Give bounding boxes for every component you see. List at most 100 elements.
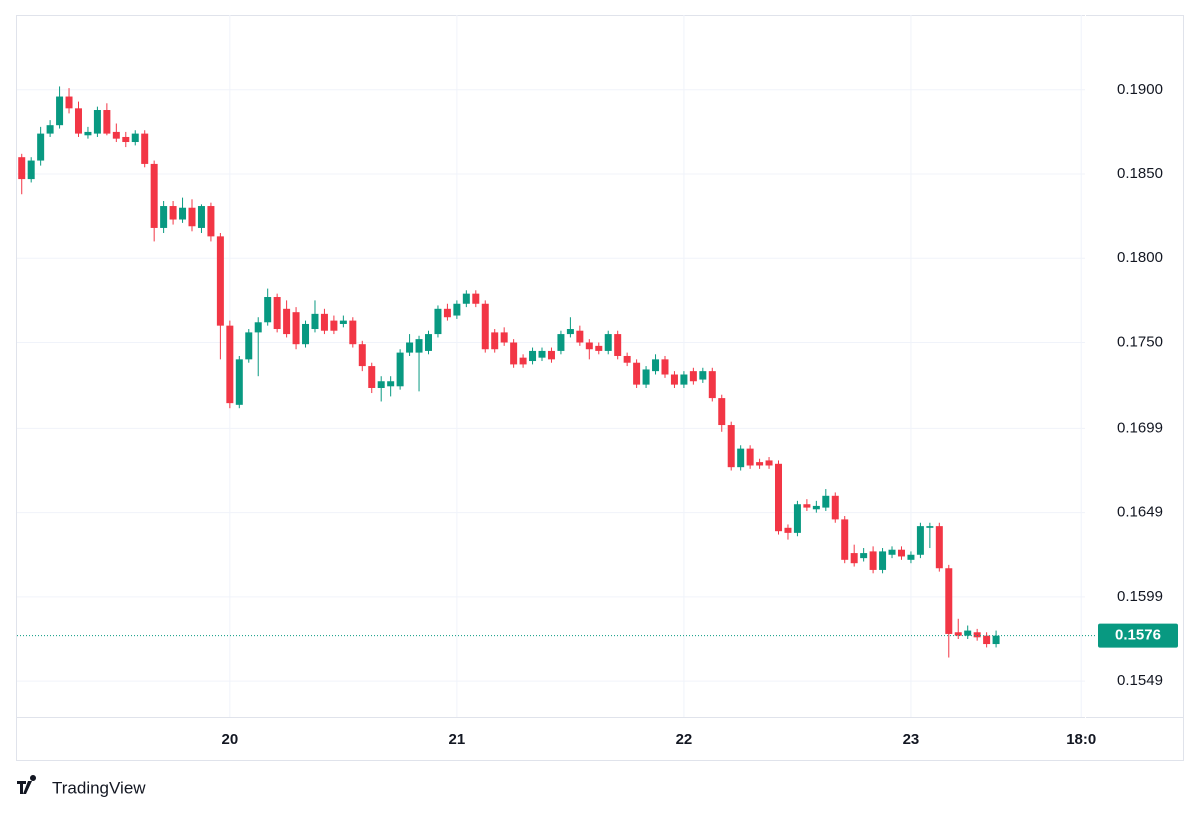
y-tick-label: 0.1599 — [1117, 588, 1163, 605]
candle-body — [358, 344, 366, 367]
candle-body — [850, 553, 858, 564]
candle-body — [595, 345, 603, 351]
candle-body — [708, 371, 716, 399]
candle-body — [396, 352, 404, 387]
candle-body — [443, 308, 451, 318]
candle-body — [727, 425, 735, 468]
candle-body — [633, 362, 641, 385]
candle-body — [547, 350, 555, 360]
candle-body — [283, 308, 291, 335]
candle-body — [623, 355, 631, 363]
candle-body — [888, 549, 896, 555]
x-tick-label: 20 — [221, 731, 238, 748]
candle-body — [235, 359, 243, 405]
candle-body — [831, 495, 839, 520]
candle-body — [207, 206, 215, 237]
candle-body — [746, 448, 754, 466]
candle-body — [292, 312, 300, 345]
candle-body — [519, 357, 527, 365]
candle-body — [642, 369, 650, 385]
candle-body — [56, 96, 64, 126]
logo: TradingView — [17, 775, 146, 797]
candle-body — [964, 630, 972, 636]
candle-body — [907, 554, 915, 560]
candle-body — [339, 320, 347, 324]
candle-body — [264, 297, 272, 323]
candle-body — [169, 206, 177, 220]
candle-body — [670, 374, 678, 385]
candle-body — [860, 553, 868, 559]
candle-body — [302, 323, 310, 345]
candle-body — [680, 374, 688, 385]
candle-body — [557, 334, 565, 351]
candle-body — [46, 125, 54, 134]
candle-body — [179, 207, 187, 220]
candle-body — [614, 334, 622, 356]
candle-body — [538, 350, 546, 358]
candle-body — [131, 133, 139, 143]
candle-body — [406, 342, 414, 353]
candle-body — [803, 504, 811, 508]
x-tick-label: 21 — [449, 731, 466, 748]
y-tick-label: 0.1549 — [1117, 672, 1163, 689]
candle-body — [481, 303, 489, 350]
candle-body — [93, 110, 101, 134]
candle-body — [661, 359, 669, 375]
grid — [17, 15, 1085, 717]
candle-body — [916, 526, 924, 555]
candle-body — [254, 322, 262, 333]
candle-body — [37, 133, 45, 161]
candle-body — [103, 110, 111, 134]
candle-body — [387, 381, 395, 387]
candle-body — [74, 108, 82, 134]
candle-body — [652, 359, 660, 372]
y-tick-label: 0.1900 — [1117, 81, 1163, 98]
candle-body — [122, 136, 130, 143]
candle-body — [765, 460, 773, 466]
logo-icon — [17, 775, 37, 794]
candle-body — [510, 342, 518, 365]
candle-body — [775, 463, 783, 532]
candle-body — [226, 325, 234, 404]
y-tick-label: 0.1750 — [1117, 333, 1163, 350]
candle-body — [150, 163, 158, 228]
candle-body — [718, 398, 726, 426]
candle-body — [879, 551, 887, 570]
candle-body — [737, 448, 745, 468]
candle-body — [529, 350, 537, 362]
candle-body — [576, 330, 584, 343]
candle-body — [424, 334, 432, 351]
candle-body — [434, 308, 442, 335]
candle-body — [897, 549, 905, 557]
chart-frame — [16, 15, 1184, 761]
candle-body — [84, 131, 92, 136]
candle-body — [926, 526, 934, 528]
last-price-label: 0.1576 — [1115, 627, 1161, 644]
candle-body — [954, 632, 962, 636]
candle-body — [756, 462, 764, 466]
candle-body — [65, 96, 73, 109]
candle-body — [500, 332, 508, 343]
x-tick-label: 18:0 — [1066, 731, 1096, 748]
candle-body — [491, 332, 499, 350]
candle-body — [160, 206, 168, 228]
candle-body — [699, 371, 707, 380]
candle-body — [604, 334, 612, 351]
candle-body — [320, 313, 328, 331]
candle-body — [141, 133, 149, 164]
candle-body — [112, 131, 120, 139]
candle-body — [415, 339, 423, 353]
candle-body — [992, 635, 1000, 645]
y-tick-label: 0.1800 — [1117, 249, 1163, 266]
candle-body — [368, 366, 376, 388]
candle-body — [197, 206, 205, 228]
candle-body — [973, 632, 981, 638]
candle-body — [935, 526, 943, 569]
x-tick-label: 22 — [676, 731, 693, 748]
candle-body — [472, 293, 480, 304]
x-tick-label: 23 — [903, 731, 920, 748]
candle-body — [188, 207, 196, 227]
candle-body — [822, 495, 830, 508]
candle-body — [453, 303, 461, 316]
